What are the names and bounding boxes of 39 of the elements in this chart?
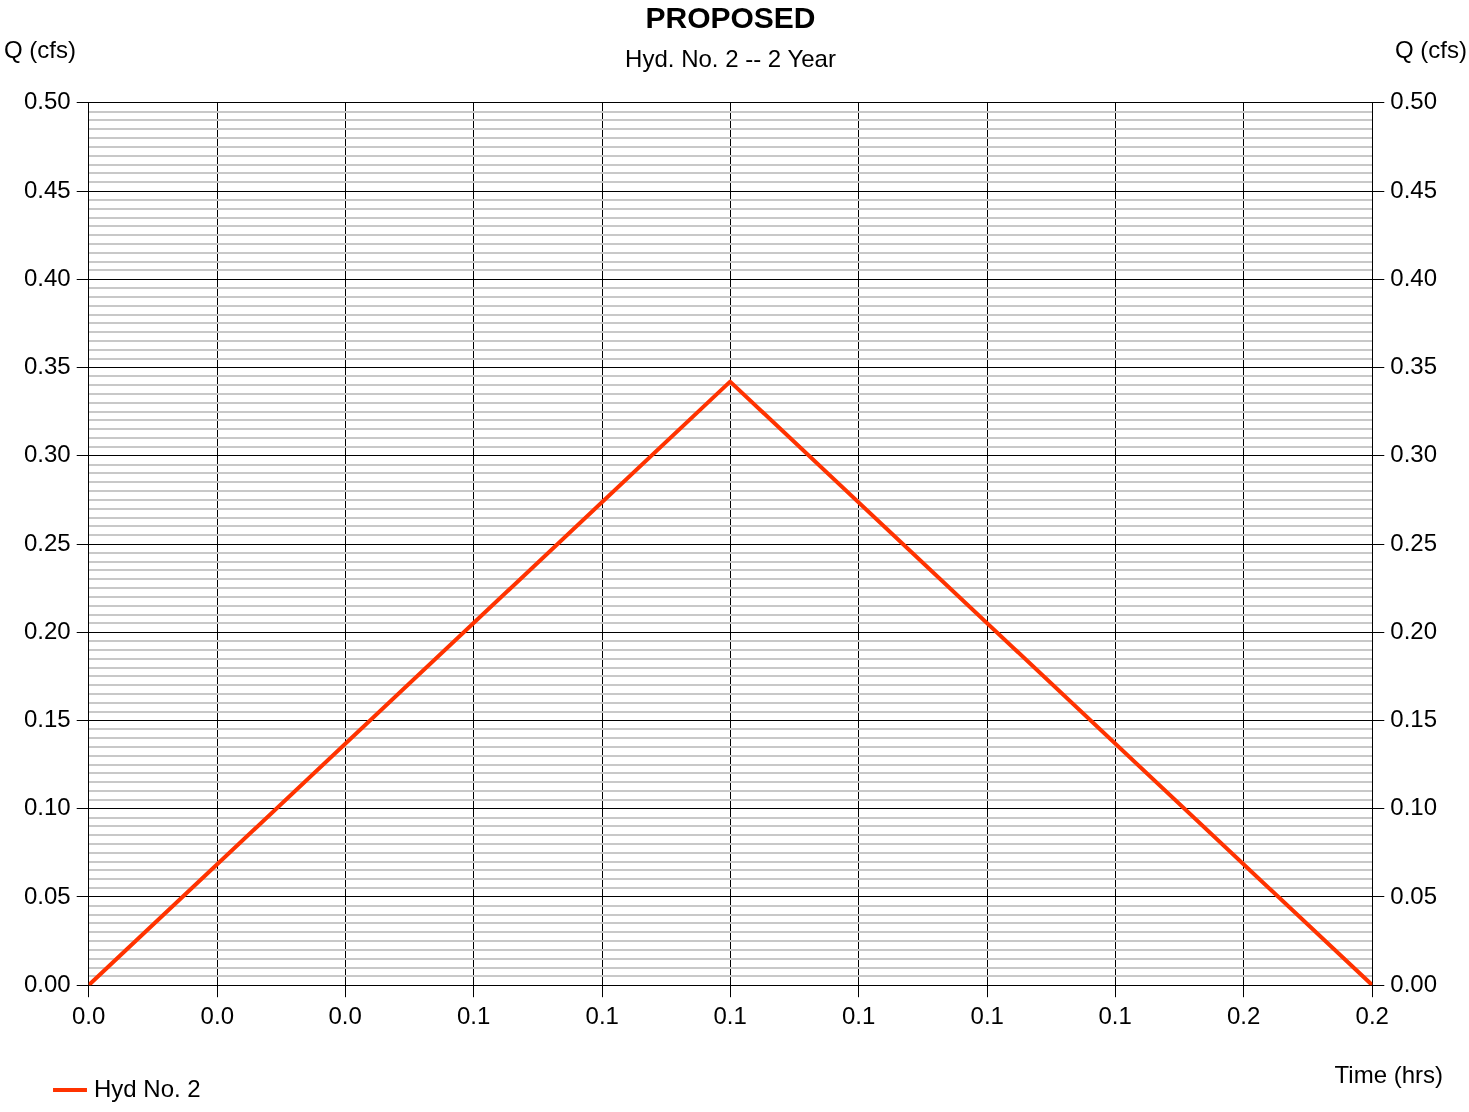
y-axis-title: Q (cfs): [4, 36, 76, 63]
y2-tick-label: 0.40: [1390, 263, 1438, 291]
y-tick-label: 0.35: [23, 352, 71, 380]
x-tick-label: 0.0: [200, 1002, 234, 1030]
y2-tick-label: 0.45: [1390, 175, 1438, 203]
x-tick-label: 0.1: [713, 1002, 747, 1030]
x-tick-label: 0.1: [842, 1002, 876, 1030]
y2-tick-label: 0.10: [1390, 793, 1438, 821]
y2-tick-label: 0.30: [1390, 440, 1438, 468]
y2-tick-label: 0.00: [1390, 969, 1438, 997]
y-tick-label: 0.50: [23, 87, 71, 115]
y-tick-label: 0.45: [23, 175, 71, 203]
y-tick-label: 0.00: [23, 969, 71, 997]
chart-title: PROPOSED: [645, 1, 816, 35]
y2-tick-label: 0.05: [1390, 881, 1438, 909]
x-tick-label: 0.1: [1098, 1002, 1132, 1030]
x-tick-label: 0.2: [1227, 1002, 1261, 1030]
x-tick-label: 0.1: [585, 1002, 619, 1030]
y2-tick-label: 0.20: [1390, 616, 1438, 644]
y-tick-label: 0.05: [23, 881, 71, 909]
y-tick-label: 0.10: [23, 793, 71, 821]
x-axis-title: Time (hrs): [1334, 1061, 1443, 1088]
legend-label: Hyd No. 2: [94, 1074, 201, 1102]
y2-tick-label: 0.35: [1390, 352, 1438, 380]
y2-axis-title: Q (cfs): [1395, 36, 1467, 63]
y-tick-label: 0.20: [23, 616, 71, 644]
y-tick-label: 0.40: [23, 263, 71, 291]
x-tick-label: 0.1: [457, 1002, 491, 1030]
x-tick-label: 0.0: [72, 1002, 106, 1030]
y-tick-label: 0.30: [23, 440, 71, 468]
y-tick-label: 0.15: [23, 705, 71, 733]
x-tick-label: 0.2: [1355, 1002, 1389, 1030]
y2-tick-label: 0.50: [1390, 87, 1438, 115]
x-tick-label: 0.1: [970, 1002, 1004, 1030]
chart-subtitle: Hyd. No. 2 -- 2 Year: [625, 45, 836, 73]
y2-tick-label: 0.15: [1390, 705, 1438, 733]
x-tick-label: 0.0: [328, 1002, 362, 1030]
y-tick-label: 0.25: [23, 528, 71, 556]
y2-tick-label: 0.25: [1390, 528, 1438, 556]
